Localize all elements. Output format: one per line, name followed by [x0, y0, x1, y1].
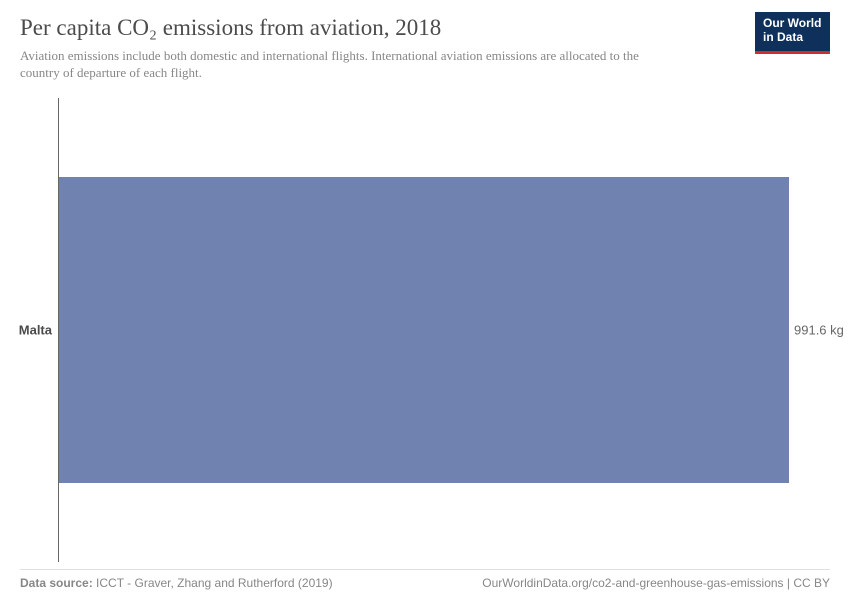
logo-line2: in Data: [763, 31, 822, 45]
header: Per capita CO₂ emissions from aviation, …: [0, 0, 850, 92]
value-label: 991.6 kg: [794, 323, 844, 338]
logo-line1: Our World: [763, 17, 822, 31]
owid-logo: Our World in Data: [755, 12, 830, 54]
footer-source-label: Data source:: [20, 576, 93, 590]
footer-source-text: ICCT - Graver, Zhang and Rutherford (201…: [96, 576, 333, 590]
chart-title: Per capita CO₂ emissions from aviation, …: [20, 14, 830, 43]
footer-source: Data source: ICCT - Graver, Zhang and Ru…: [20, 576, 333, 590]
footer-attribution: OurWorldinData.org/co2-and-greenhouse-ga…: [482, 576, 830, 590]
footer: Data source: ICCT - Graver, Zhang and Ru…: [20, 569, 830, 590]
chart-area: Malta991.6 kg: [58, 98, 788, 562]
chart-subtitle: Aviation emissions include both domestic…: [20, 47, 660, 82]
category-label: Malta: [19, 323, 52, 338]
bar: [59, 177, 789, 483]
